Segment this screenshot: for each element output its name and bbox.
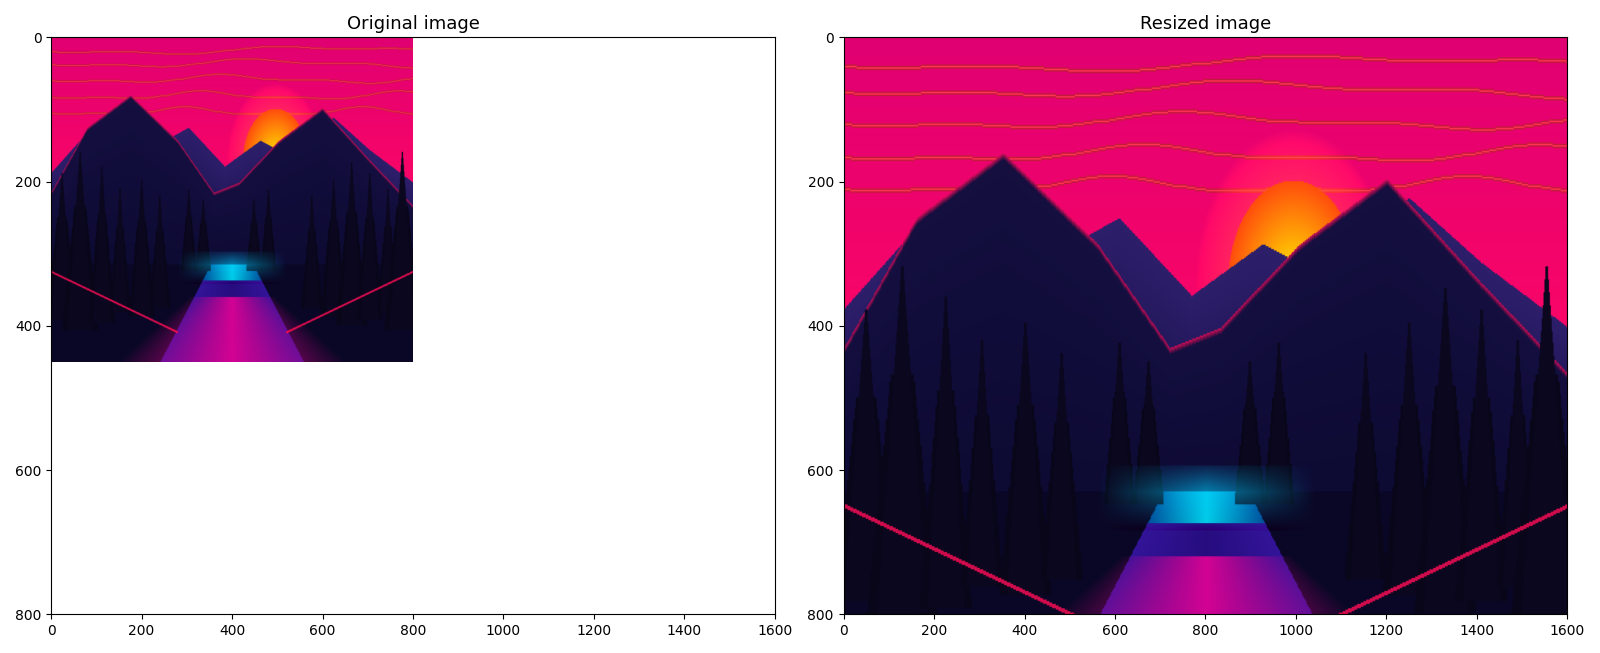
Title: Original image: Original image — [347, 15, 480, 33]
Title: Resized image: Resized image — [1139, 15, 1270, 33]
